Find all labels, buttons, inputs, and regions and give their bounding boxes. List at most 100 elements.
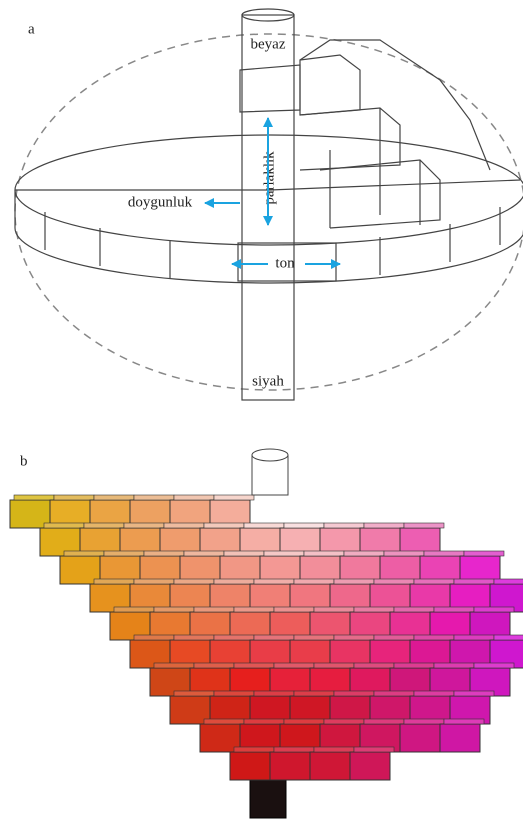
block-top [14,495,54,500]
color-block [230,752,270,780]
block-top [474,663,514,668]
value-blocks [240,40,490,228]
block-top [414,635,454,640]
value-label: parlaklık [261,151,277,205]
black-label: siyah [252,373,284,389]
block-top [134,495,174,500]
block-top [174,579,214,584]
block-top [454,635,494,640]
block-top [404,719,444,724]
block-top [454,579,494,584]
block-top [234,747,274,752]
block-top [324,719,364,724]
block-top [94,579,134,584]
block-top [404,523,444,528]
block-top [294,579,334,584]
block-top [394,663,434,668]
panel-label: a [28,21,35,37]
block-top [194,607,234,612]
white-label: beyaz [251,36,286,52]
block-top [334,579,374,584]
block-top [494,579,523,584]
block-top [374,635,414,640]
block-top [334,691,374,696]
block-top [244,719,284,724]
block-top [134,579,174,584]
color-block [350,752,390,780]
block-top [254,635,294,640]
block-top [414,691,454,696]
panel-label: b [20,453,28,469]
block-top [274,663,314,668]
block-top [494,635,523,640]
block-top [94,495,134,500]
block-top [374,579,414,584]
block-top [154,663,194,668]
block-top [104,551,144,556]
block-top [64,551,104,556]
block-top [284,719,324,724]
block-top [54,495,94,500]
block-top [354,663,394,668]
block-top [244,523,284,528]
color-block [270,752,310,780]
block-top [344,551,384,556]
block-top [324,523,364,528]
block-top [394,607,434,612]
block-top [314,663,354,668]
block-top [374,691,414,696]
color-block [310,752,350,780]
block-top [184,551,224,556]
color-block [440,724,480,752]
block-top [364,523,404,528]
panel-b: b [10,449,523,818]
block-top [314,747,354,752]
block-top [174,495,214,500]
block-top [364,719,404,724]
block-top [214,691,254,696]
block-top [204,523,244,528]
block-top [274,607,314,612]
block-top [434,663,474,668]
block-top [234,607,274,612]
block-top [464,551,504,556]
block-top [174,635,214,640]
chroma-label: doygunluk [128,194,193,210]
block-top [44,523,84,528]
block-top [454,691,494,696]
block-top [434,607,474,612]
block-top [314,607,354,612]
block-top [354,747,394,752]
block-top [254,579,294,584]
block-top [274,747,314,752]
block-top [164,523,204,528]
block-top [174,691,214,696]
block-top [234,663,274,668]
figure: a beyaz parlaklık doygunluk ton siyah [0,0,523,823]
block-top [424,551,464,556]
block-top [264,551,304,556]
block-top [154,607,194,612]
block-top [294,635,334,640]
hue-label: ton [275,255,295,271]
block-top [214,635,254,640]
block-top [444,719,484,724]
block-top [474,607,514,612]
panel-a: a beyaz parlaklık doygunluk ton siyah [15,9,523,400]
color-block [400,724,440,752]
block-top [334,635,374,640]
block-top [384,551,424,556]
axis-cap [252,449,288,461]
block-top [114,607,154,612]
block-top [284,523,324,528]
block-top [214,579,254,584]
block-top [414,579,454,584]
block-top [134,635,174,640]
block-top [294,691,334,696]
block-top [224,551,264,556]
block-top [84,523,124,528]
block-top [254,691,294,696]
block-top [214,495,254,500]
block-top [204,719,244,724]
block-top [304,551,344,556]
